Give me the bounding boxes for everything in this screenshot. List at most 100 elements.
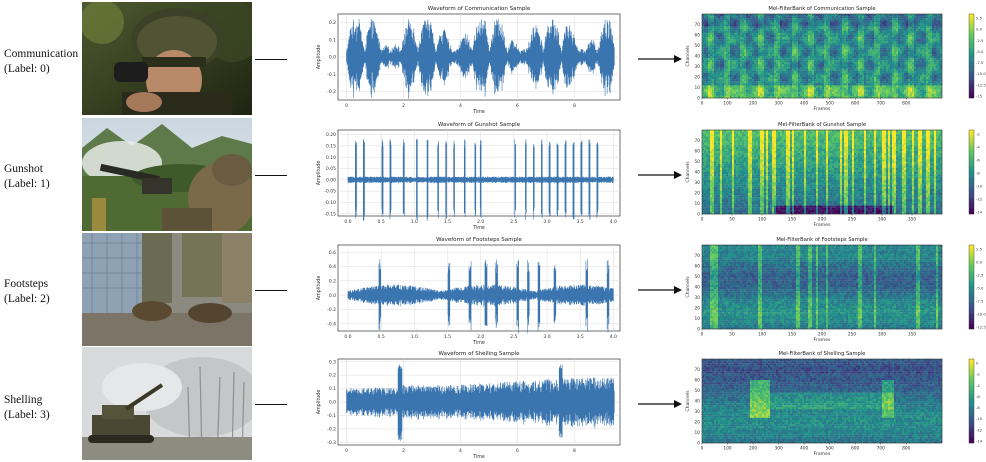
heatmap-cell <box>728 31 730 33</box>
heatmap-cell <box>736 27 738 29</box>
heatmap-cell <box>706 43 708 45</box>
heatmap-cell <box>820 35 822 37</box>
heatmap-cell <box>904 41 906 43</box>
heatmap-cell <box>896 50 898 52</box>
heatmap-cell <box>810 77 812 79</box>
heatmap-cell <box>892 69 894 71</box>
heatmap-cell <box>872 41 874 43</box>
heatmap-cell <box>892 37 894 39</box>
heatmap-cell <box>848 25 850 27</box>
heatmap-cell <box>802 43 804 45</box>
heatmap-cell <box>724 62 726 64</box>
heatmap-cell <box>870 48 872 50</box>
heatmap-cell <box>792 29 794 31</box>
heatmap-cell <box>898 43 900 45</box>
heatmap-cell <box>834 43 836 45</box>
heatmap-cell <box>838 48 840 50</box>
heatmap-cell <box>726 71 728 73</box>
heatmap-cell <box>922 31 924 33</box>
heatmap-cell <box>752 73 754 75</box>
heatmap-cell <box>712 64 714 66</box>
heatmap-cell <box>894 90 896 92</box>
heatmap-cell <box>752 69 754 71</box>
heatmap-cell <box>746 88 748 90</box>
heatmap-cell <box>862 67 864 69</box>
heatmap-cell <box>728 41 730 43</box>
heatmap-cell <box>794 71 796 73</box>
colorbar-segment <box>969 31 974 33</box>
heatmap-cell <box>842 27 844 29</box>
heatmap-cell <box>764 69 766 71</box>
heatmap-cell <box>936 18 938 20</box>
heatmap-cell <box>906 79 908 81</box>
heatmap-cell <box>862 39 864 41</box>
heatmap-cell <box>834 14 836 16</box>
heatmap-cell <box>726 73 728 75</box>
heatmap-cell <box>708 73 710 75</box>
heatmap-cell <box>734 75 736 77</box>
heatmap-cell <box>716 71 718 73</box>
heatmap-cell <box>864 60 866 62</box>
heatmap-cell <box>822 25 824 27</box>
y-axis-label: Amplitude <box>316 161 322 186</box>
heatmap-cell <box>710 37 712 39</box>
heatmap-cell <box>904 85 906 87</box>
heatmap-cell <box>924 41 926 43</box>
heatmap-cell <box>774 41 776 43</box>
heatmap-cell <box>848 46 850 48</box>
heatmap-cell <box>714 94 716 96</box>
heatmap-cell <box>890 54 892 56</box>
heatmap-cell <box>924 35 926 37</box>
heatmap-cell <box>888 52 890 54</box>
heatmap-cell <box>742 92 744 94</box>
heatmap-cell <box>900 27 902 29</box>
heatmap-cell <box>792 75 794 77</box>
heatmap-cell <box>910 88 912 90</box>
heatmap-cell <box>924 81 926 83</box>
heatmap-cell <box>878 37 880 39</box>
heatmap-cell <box>752 14 754 16</box>
heatmap-cell <box>898 77 900 79</box>
heatmap-cell <box>702 25 704 27</box>
heatmap-cell <box>862 14 864 16</box>
heatmap-cell <box>876 27 878 29</box>
heatmap-cell <box>850 83 852 85</box>
heatmap-cell <box>926 48 928 50</box>
heatmap-cell <box>874 94 876 96</box>
heatmap-cell <box>734 67 736 69</box>
heatmap-cell <box>928 37 930 39</box>
heatmap-cell <box>728 81 730 83</box>
heatmap-cell <box>816 71 818 73</box>
heatmap-cell <box>784 50 786 52</box>
waveform-title: Waveform of Gunshot Sample <box>438 122 521 128</box>
heatmap-cell <box>910 20 912 22</box>
heatmap-cell <box>854 62 856 64</box>
heatmap-cell <box>816 67 818 69</box>
heatmap-cell <box>802 85 804 87</box>
heatmap-cell <box>802 88 804 90</box>
heatmap-cell <box>840 35 842 37</box>
heatmap-cell <box>764 29 766 31</box>
heatmap-cell <box>842 73 844 75</box>
heatmap-cell <box>928 88 930 90</box>
heatmap-cell <box>902 56 904 58</box>
heatmap-cell <box>808 81 810 83</box>
heatmap-cell <box>756 67 758 69</box>
heatmap-cell <box>756 64 758 66</box>
heatmap-cell <box>806 71 808 73</box>
heatmap-cell <box>776 81 778 83</box>
heatmap-cell <box>814 60 816 62</box>
heatmap-cell <box>794 27 796 29</box>
heatmap-cell <box>916 85 918 87</box>
heatmap-cell <box>828 73 830 75</box>
heatmap-cell <box>792 22 794 24</box>
heatmap-cell <box>818 50 820 52</box>
heatmap-cell <box>724 20 726 22</box>
heatmap-cell <box>834 88 836 90</box>
heatmap-cell <box>816 31 818 33</box>
heatmap-cell <box>884 67 886 69</box>
heatmap-cell <box>920 73 922 75</box>
heatmap-cell <box>806 67 808 69</box>
heatmap-cell <box>712 75 714 77</box>
